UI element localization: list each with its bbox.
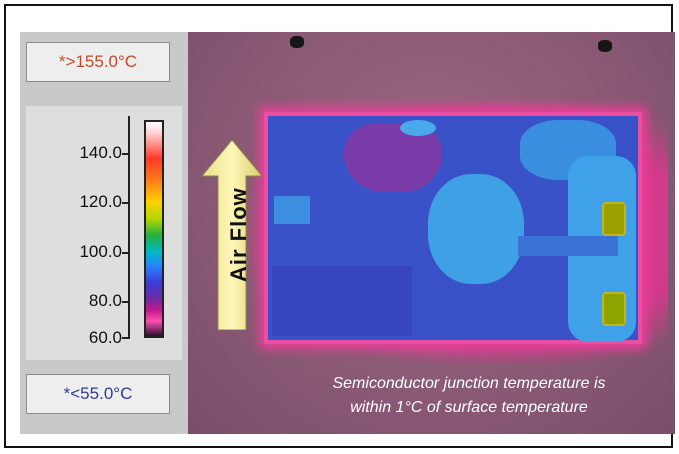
airflow-label: Air Flow — [226, 187, 251, 282]
palette-panel: *>155.0°C 140.0 120.0 100.0 80.0 60.0 *<… — [20, 32, 188, 434]
board-region-warm — [274, 196, 310, 224]
image-caption: Semiconductor junction temperature is wi… — [284, 372, 654, 420]
board-region-warm — [400, 120, 436, 136]
hot-component — [602, 292, 626, 326]
caption-line: Semiconductor junction temperature is — [332, 375, 606, 392]
scale-tick — [122, 202, 130, 204]
board-region-warm — [428, 174, 524, 284]
scale-tick-label: 140.0 — [79, 143, 122, 162]
scale-tick — [122, 301, 130, 303]
scale-ruler — [128, 116, 130, 338]
scale-tick-label: 60.0 — [88, 328, 122, 347]
circuit-board — [264, 112, 642, 344]
board-region-cool — [272, 266, 412, 336]
min-temperature-label: *<55.0°C — [26, 374, 170, 414]
board-region-cool — [344, 124, 442, 192]
screw-hole — [290, 36, 304, 48]
hot-component — [602, 202, 626, 236]
scale-tick-label: 80.0 — [88, 291, 122, 310]
figure-frame: *>155.0°C 140.0 120.0 100.0 80.0 60.0 *<… — [4, 4, 675, 448]
temperature-scale: 140.0 120.0 100.0 80.0 60.0 — [26, 106, 182, 360]
thermal-image: Air Flow Semiconductor junction temperat… — [188, 32, 675, 434]
scale-tick-label: 120.0 — [79, 192, 122, 211]
board-trace — [518, 236, 618, 256]
screw-hole — [598, 40, 612, 52]
caption-line: within 1°C of surface temperature — [350, 399, 588, 416]
scale-tick — [122, 252, 130, 254]
airflow-arrow-icon — [202, 140, 262, 330]
scale-tick — [122, 337, 130, 339]
scale-tick-label: 100.0 — [79, 242, 122, 261]
color-scale-bar — [144, 120, 164, 338]
scale-tick — [122, 153, 130, 155]
max-temperature-label: *>155.0°C — [26, 42, 170, 82]
